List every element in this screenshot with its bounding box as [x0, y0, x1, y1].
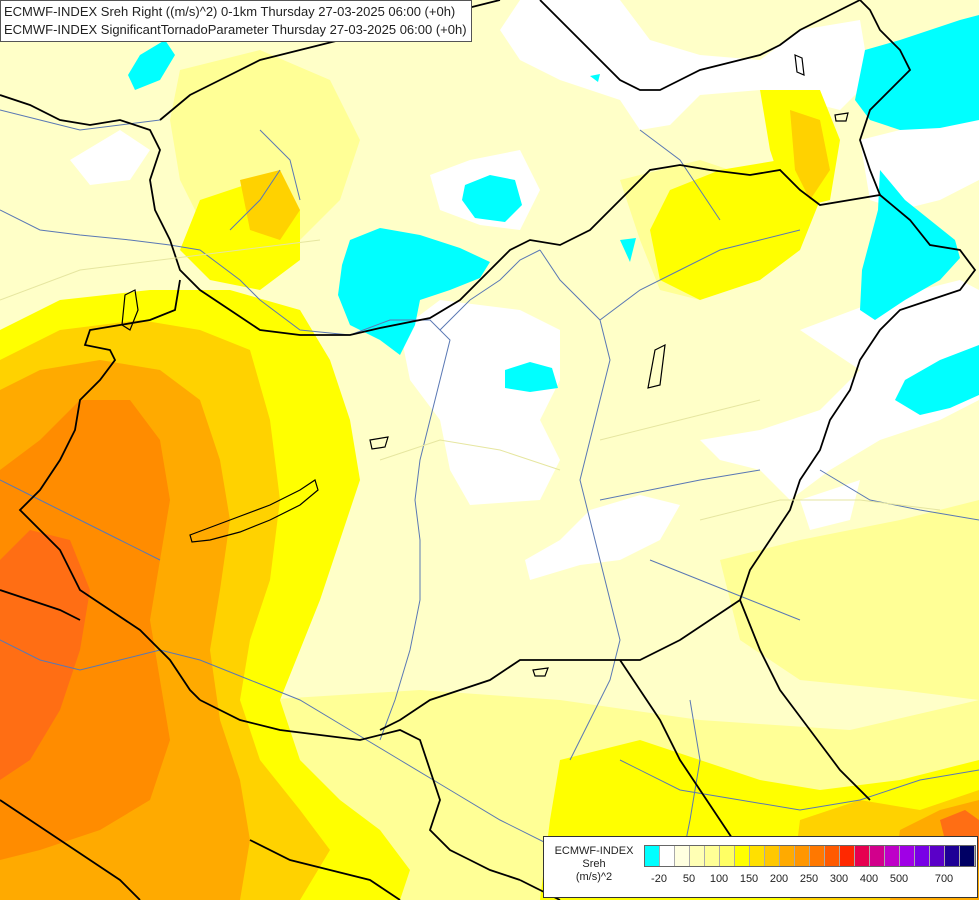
legend-swatch [900, 846, 915, 866]
legend-swatch [885, 846, 900, 866]
cyan-field-areas [128, 15, 979, 415]
legend-title-line-1: ECMWF-INDEX [554, 845, 634, 857]
contour-lines [0, 239, 941, 521]
legend-swatch [840, 846, 855, 866]
legend-swatch [945, 846, 960, 866]
legend-swatch [915, 846, 930, 866]
legend-title: ECMWF-INDEX Sreh (m/s)^2 [548, 845, 640, 884]
legend-swatch [780, 846, 795, 866]
legend-swatch [675, 846, 690, 866]
legend-swatch [765, 846, 780, 866]
legend-tick-label: 250 [799, 873, 819, 885]
lakes [121, 54, 849, 677]
legend-tick-label: 700 [934, 873, 954, 885]
legend-tick-label: 300 [829, 873, 849, 885]
legend-swatch [855, 846, 870, 866]
map-title-line-1: ECMWF-INDEX Sreh Right ((m/s)^2) 0-1km T… [4, 4, 456, 19]
legend-tick-labels: -20 50 100 150 200 250 300 400 500 700 [644, 873, 974, 889]
dark-orange-field-areas [0, 400, 170, 860]
legend-swatch [645, 846, 660, 866]
legend-color-scale [644, 845, 976, 867]
legend-swatch [825, 846, 840, 866]
legend-tick-label: 400 [859, 873, 879, 885]
legend-swatch [870, 846, 885, 866]
legend-swatch [705, 846, 720, 866]
legend-title-line-3: (m/s)^2 [575, 871, 613, 883]
legend-swatch [735, 846, 750, 866]
legend-tick-label: 500 [889, 873, 909, 885]
legend-tick-label: 100 [709, 873, 729, 885]
map-title-line-2: ECMWF-INDEX SignificantTornadoParameter … [4, 22, 467, 37]
map-title-box: ECMWF-INDEX Sreh Right ((m/s)^2) 0-1km T… [0, 0, 472, 42]
legend-title-line-2: Sreh [582, 858, 606, 870]
rivers [0, 109, 979, 871]
legend-swatch [960, 846, 975, 866]
legend-tick-label: 150 [739, 873, 759, 885]
legend-tick-label: 50 [682, 873, 696, 885]
legend-tick-label: -20 [651, 873, 667, 885]
legend-tick-label: 200 [769, 873, 789, 885]
legend-swatch [660, 846, 675, 866]
legend-swatch [720, 846, 735, 866]
legend-swatch [750, 846, 765, 866]
legend-swatch [930, 846, 945, 866]
color-legend: ECMWF-INDEX Sreh (m/s)^2 -20 50 100 150 200 2… [543, 836, 978, 898]
legend-swatch [810, 846, 825, 866]
legend-swatch [690, 846, 705, 866]
legend-swatch [795, 846, 810, 866]
